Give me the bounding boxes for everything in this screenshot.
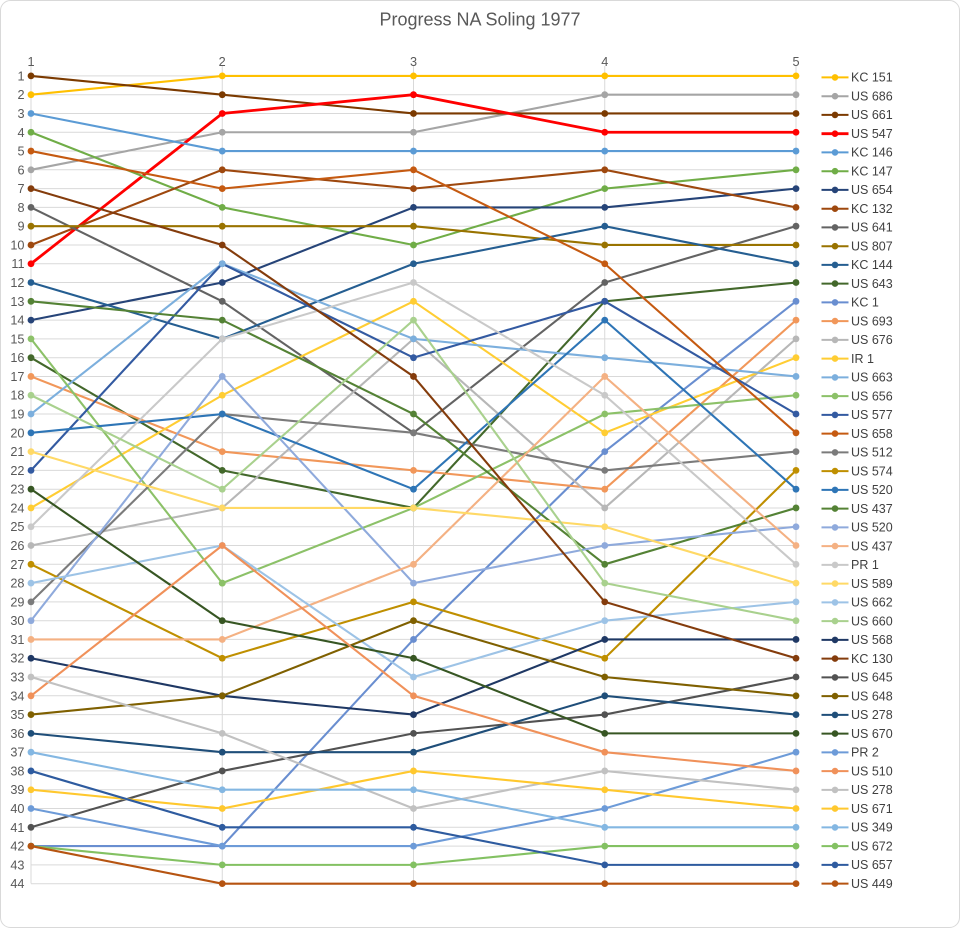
svg-text:US 520: US 520 — [851, 483, 893, 497]
svg-text:40: 40 — [10, 802, 24, 816]
svg-text:23: 23 — [10, 483, 24, 497]
svg-text:US 437: US 437 — [851, 539, 893, 553]
svg-text:US 676: US 676 — [851, 333, 893, 347]
svg-text:18: 18 — [10, 389, 24, 403]
svg-text:31: 31 — [10, 633, 24, 647]
svg-text:IR 1: IR 1 — [851, 352, 874, 366]
svg-text:25: 25 — [10, 520, 24, 534]
svg-text:3: 3 — [17, 107, 24, 121]
svg-text:16: 16 — [10, 351, 24, 365]
svg-text:US 641: US 641 — [851, 221, 893, 235]
svg-text:38: 38 — [10, 764, 24, 778]
svg-text:20: 20 — [10, 426, 24, 440]
svg-text:US 643: US 643 — [851, 277, 893, 291]
svg-text:3: 3 — [410, 55, 417, 69]
svg-text:2: 2 — [219, 55, 226, 69]
svg-text:33: 33 — [10, 671, 24, 685]
svg-text:32: 32 — [10, 652, 24, 666]
svg-text:24: 24 — [10, 502, 24, 516]
svg-text:21: 21 — [10, 445, 24, 459]
svg-text:US 686: US 686 — [851, 90, 893, 104]
svg-text:US 660: US 660 — [851, 614, 893, 628]
svg-text:4: 4 — [601, 55, 608, 69]
svg-text:4: 4 — [17, 126, 24, 140]
svg-text:KC 147: KC 147 — [851, 165, 893, 179]
svg-text:1: 1 — [17, 69, 24, 83]
svg-text:US 807: US 807 — [851, 240, 893, 254]
svg-text:2: 2 — [17, 88, 24, 102]
svg-text:PR 1: PR 1 — [851, 558, 879, 572]
svg-text:9: 9 — [17, 220, 24, 234]
svg-text:KC 151: KC 151 — [851, 71, 893, 85]
svg-text:PR 2: PR 2 — [851, 746, 879, 760]
svg-text:KC 144: KC 144 — [851, 258, 893, 272]
svg-text:19: 19 — [10, 408, 24, 422]
svg-text:US 278: US 278 — [851, 708, 893, 722]
svg-text:US 654: US 654 — [851, 183, 893, 197]
svg-text:5: 5 — [17, 145, 24, 159]
svg-text:26: 26 — [10, 539, 24, 553]
svg-text:22: 22 — [10, 464, 24, 478]
svg-text:13: 13 — [10, 295, 24, 309]
svg-text:US 547: US 547 — [851, 127, 893, 141]
svg-text:15: 15 — [10, 332, 24, 346]
svg-text:US 648: US 648 — [851, 689, 893, 703]
svg-text:US 656: US 656 — [851, 389, 893, 403]
svg-text:US 672: US 672 — [851, 839, 893, 853]
svg-text:KC 130: KC 130 — [851, 652, 893, 666]
svg-text:US 577: US 577 — [851, 408, 893, 422]
svg-text:US 670: US 670 — [851, 727, 893, 741]
svg-text:37: 37 — [10, 746, 24, 760]
svg-text:US 520: US 520 — [851, 521, 893, 535]
svg-text:12: 12 — [10, 276, 24, 290]
svg-text:41: 41 — [10, 821, 24, 835]
svg-text:US 512: US 512 — [851, 446, 893, 460]
svg-text:US 510: US 510 — [851, 764, 893, 778]
svg-text:Progress NA Soling 1977: Progress NA Soling 1977 — [379, 10, 580, 30]
svg-text:6: 6 — [17, 163, 24, 177]
svg-text:US 568: US 568 — [851, 633, 893, 647]
svg-text:39: 39 — [10, 783, 24, 797]
svg-text:US 661: US 661 — [851, 108, 893, 122]
svg-text:US 662: US 662 — [851, 596, 893, 610]
svg-text:30: 30 — [10, 614, 24, 628]
svg-text:7: 7 — [17, 182, 24, 196]
svg-text:US 663: US 663 — [851, 371, 893, 385]
svg-text:5: 5 — [792, 55, 799, 69]
svg-text:27: 27 — [10, 558, 24, 572]
svg-text:US 658: US 658 — [851, 427, 893, 441]
svg-text:35: 35 — [10, 708, 24, 722]
svg-text:US 349: US 349 — [851, 821, 893, 835]
svg-text:8: 8 — [17, 201, 24, 215]
svg-text:14: 14 — [10, 314, 24, 328]
svg-text:44: 44 — [10, 877, 24, 891]
svg-text:US 437: US 437 — [851, 502, 893, 516]
svg-text:34: 34 — [10, 689, 24, 703]
svg-text:1: 1 — [27, 55, 34, 69]
svg-text:US 278: US 278 — [851, 783, 893, 797]
svg-text:KC 132: KC 132 — [851, 202, 893, 216]
svg-text:10: 10 — [10, 239, 24, 253]
svg-text:28: 28 — [10, 577, 24, 591]
svg-text:US 657: US 657 — [851, 858, 893, 872]
svg-text:42: 42 — [10, 840, 24, 854]
svg-text:US 671: US 671 — [851, 802, 893, 816]
svg-text:KC 1: KC 1 — [851, 296, 879, 310]
svg-text:17: 17 — [10, 370, 24, 384]
svg-text:29: 29 — [10, 595, 24, 609]
svg-text:US 574: US 574 — [851, 464, 893, 478]
svg-text:11: 11 — [11, 257, 24, 271]
svg-text:43: 43 — [10, 858, 24, 872]
svg-text:36: 36 — [10, 727, 24, 741]
svg-text:US 645: US 645 — [851, 671, 893, 685]
svg-text:US 449: US 449 — [851, 877, 893, 891]
svg-text:US 589: US 589 — [851, 577, 893, 591]
svg-text:US 693: US 693 — [851, 314, 893, 328]
svg-text:KC 146: KC 146 — [851, 146, 893, 160]
